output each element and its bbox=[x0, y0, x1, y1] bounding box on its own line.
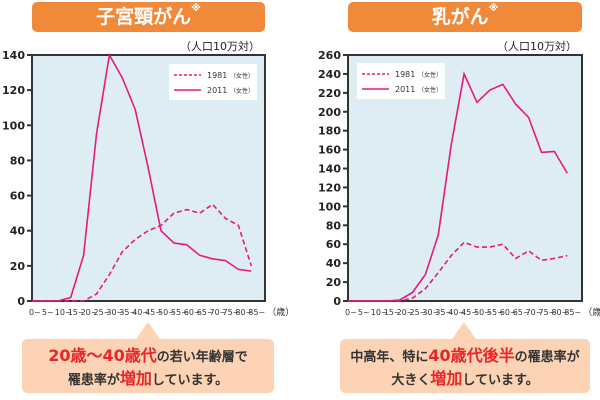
x-tick-label: 70~ bbox=[210, 308, 227, 317]
y-tick-label: 100 bbox=[318, 200, 341, 213]
x-tick-label: 80~ bbox=[551, 308, 568, 317]
callout-highlight: 20歳〜40歳代 bbox=[48, 346, 157, 365]
legend-label: 1981 bbox=[207, 71, 227, 80]
x-tick-label: 55~ bbox=[171, 308, 188, 317]
x-tick-label: 70~ bbox=[526, 308, 543, 317]
legend-label: 2011 bbox=[207, 86, 227, 95]
y-tick-label: 60 bbox=[10, 190, 26, 203]
x-tick-label: 45~ bbox=[145, 308, 162, 317]
callout-highlight: 40歳代後半 bbox=[428, 346, 515, 365]
title-text: 乳がん bbox=[431, 6, 489, 28]
x-tick-label: 85~ bbox=[248, 308, 265, 317]
x-tick-label: 50~ bbox=[158, 308, 175, 317]
series-2011-line bbox=[348, 71, 568, 302]
x-unit-label: （歳） bbox=[583, 306, 600, 318]
callout-text: の若い年齢層で bbox=[156, 350, 248, 365]
cervical-callout: 20歳〜40歳代の若い年齢層で 罹患率が増加しています。 bbox=[22, 339, 274, 393]
callout-text: 中高年、特に bbox=[350, 350, 429, 365]
y-tick-label: 20 bbox=[10, 260, 26, 273]
y-tick-label: 20 bbox=[326, 276, 342, 289]
x-tick-label: 25~ bbox=[94, 308, 111, 317]
x-tick-label: 10~ bbox=[371, 308, 388, 317]
x-tick-label: 0~ bbox=[29, 308, 41, 317]
cervical-cancer-title: 子宮頸がん※ bbox=[32, 2, 265, 32]
note-mark: ※ bbox=[488, 3, 499, 14]
x-tick-label: 25~ bbox=[410, 308, 427, 317]
x-tick-label: 15~ bbox=[68, 308, 85, 317]
legend-label: 1981 bbox=[395, 70, 415, 79]
breast-cancer-title: 乳がん※ bbox=[348, 2, 582, 32]
series-1981-line bbox=[32, 203, 253, 302]
legend-box bbox=[357, 63, 445, 99]
y-tick-label: 80 bbox=[326, 219, 342, 232]
y-tick-label: 260 bbox=[318, 49, 341, 62]
legend-box bbox=[169, 64, 257, 100]
y-tick-label: 140 bbox=[2, 49, 25, 62]
y-tick-label: 80 bbox=[10, 154, 26, 167]
callout-text: 罹患率が bbox=[67, 373, 120, 388]
y-tick-label: 60 bbox=[326, 238, 342, 251]
legend-note: （女性） bbox=[230, 87, 254, 95]
x-tick-label: 65~ bbox=[197, 308, 214, 317]
y-tick-label: 200 bbox=[318, 106, 341, 119]
x-tick-label: 65~ bbox=[513, 308, 530, 317]
legend-note: （女性） bbox=[418, 86, 442, 94]
callout-highlight: 増加 bbox=[119, 369, 152, 388]
y-tick-label: 100 bbox=[2, 119, 25, 132]
legend-note: （女性） bbox=[418, 71, 442, 79]
callout-text: の罹患率が bbox=[514, 350, 580, 365]
x-tick-label: 20~ bbox=[397, 308, 414, 317]
callout-text: 大きく bbox=[391, 373, 431, 388]
x-tick-label: 35~ bbox=[435, 308, 452, 317]
y-tick-label: 220 bbox=[318, 87, 341, 100]
x-tick-label: 20~ bbox=[81, 308, 98, 317]
title-text: 子宮頸がん bbox=[96, 6, 192, 28]
callout-highlight: 増加 bbox=[430, 369, 463, 388]
y-tick-label: 40 bbox=[10, 225, 26, 238]
x-tick-label: 50~ bbox=[474, 308, 491, 317]
callout-pointer bbox=[136, 322, 160, 339]
y-tick-label: 240 bbox=[318, 68, 341, 81]
x-tick-label: 5~ bbox=[358, 308, 370, 317]
note-mark: ※ bbox=[191, 3, 201, 14]
x-tick-label: 75~ bbox=[539, 308, 556, 317]
callout-text: しています。 bbox=[151, 373, 229, 388]
x-tick-label: 0~ bbox=[345, 308, 357, 317]
x-tick-label: 15~ bbox=[384, 308, 401, 317]
y-tick-label: 120 bbox=[318, 181, 341, 194]
x-tick-label: 30~ bbox=[106, 308, 123, 317]
x-tick-label: 10~ bbox=[55, 308, 72, 317]
unit-label: （人口10万対） bbox=[180, 40, 260, 53]
x-tick-label: 30~ bbox=[422, 308, 439, 317]
breast-callout: 中高年、特に40歳代後半の罹患率が 大きく増加しています。 bbox=[340, 339, 590, 393]
x-tick-label: 5~ bbox=[42, 308, 54, 317]
legend-note: （女性） bbox=[230, 72, 254, 80]
y-tick-label: 140 bbox=[318, 163, 341, 176]
y-tick-label: 160 bbox=[318, 144, 341, 157]
x-tick-label: 85~ bbox=[564, 308, 581, 317]
x-tick-label: 80~ bbox=[235, 308, 252, 317]
unit-label: （人口10万対） bbox=[497, 40, 577, 53]
y-tick-label: 40 bbox=[326, 257, 342, 270]
x-tick-label: 55~ bbox=[487, 308, 504, 317]
series-2011-line bbox=[32, 52, 252, 302]
y-tick-label: 180 bbox=[318, 125, 341, 138]
x-tick-label: 35~ bbox=[119, 308, 136, 317]
x-tick-label: 40~ bbox=[448, 308, 465, 317]
y-tick-label: 0 bbox=[17, 295, 25, 308]
x-tick-label: 45~ bbox=[461, 308, 478, 317]
x-tick-label: 75~ bbox=[223, 308, 240, 317]
callout-pointer bbox=[452, 322, 476, 339]
y-tick-label: 120 bbox=[2, 84, 25, 97]
legend-label: 2011 bbox=[395, 85, 415, 94]
callout-text: しています。 bbox=[462, 373, 539, 388]
x-tick-label: 60~ bbox=[500, 308, 517, 317]
x-tick-label: 60~ bbox=[184, 308, 201, 317]
y-tick-label: 0 bbox=[333, 295, 341, 308]
x-unit-label: （歳） bbox=[267, 306, 294, 318]
x-tick-label: 40~ bbox=[132, 308, 149, 317]
